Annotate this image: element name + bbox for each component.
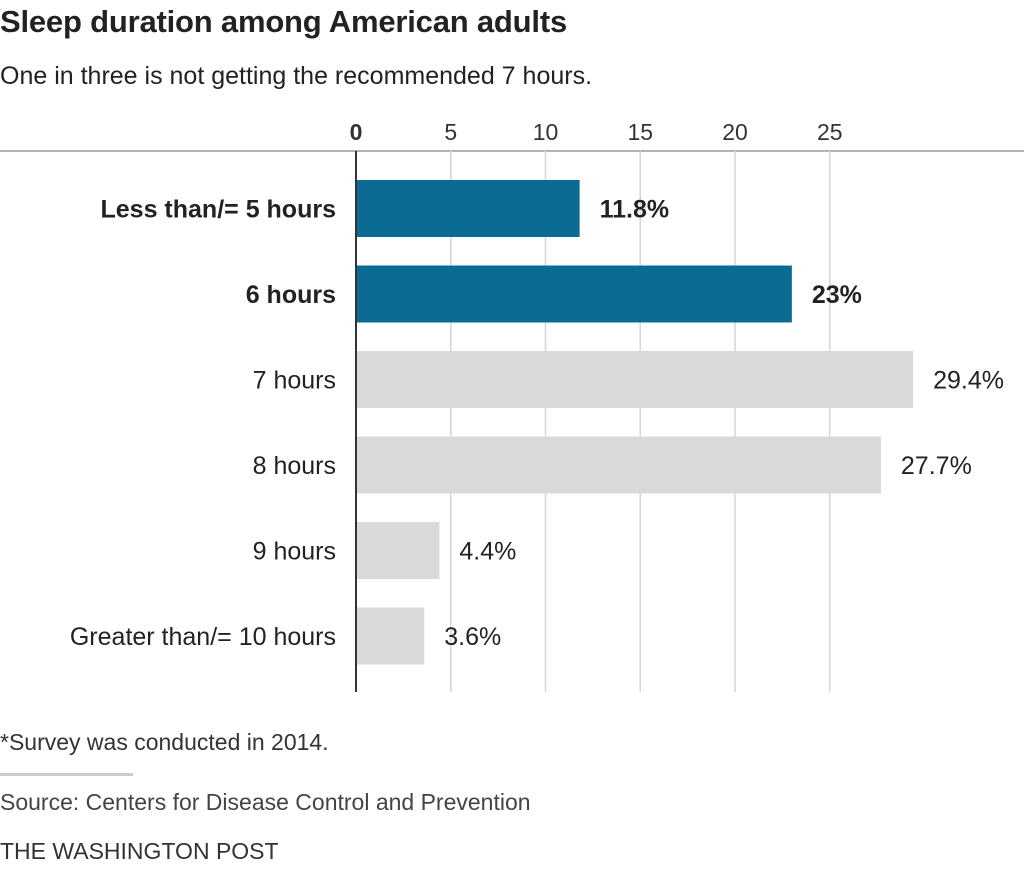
value-labels: 11.8% 23% 29.4% 27.7% 4.4% 3.6% — [444, 196, 1004, 652]
tick-label: 15 — [627, 119, 653, 145]
category-label: Greater than/= 10 hours — [70, 623, 336, 651]
value-label: 3.6% — [444, 623, 501, 651]
publisher-credit: THE WASHINGTON POST — [0, 838, 279, 864]
category-label: 9 hours — [253, 538, 336, 566]
tick-label: 0 — [350, 119, 363, 145]
category-label: 7 hours — [253, 367, 336, 395]
bar-chart: Less than/= 5 hours 6 hours 7 hours 8 hours… — [0, 119, 1024, 692]
category-label: 6 hours — [246, 281, 336, 309]
bar — [356, 607, 425, 665]
value-label: 27.7% — [901, 452, 972, 480]
value-label: 23% — [812, 281, 862, 309]
tick-label: 5 — [444, 119, 457, 145]
tick-label: 25 — [817, 119, 843, 145]
chart-subtitle: One in three is not getting the recommen… — [0, 62, 593, 90]
footnote: *Survey was conducted in 2014. — [0, 729, 329, 755]
bar — [356, 522, 440, 579]
category-label: 8 hours — [253, 452, 336, 480]
bar — [356, 265, 792, 323]
source-line: Source: Centers for Disease Control and … — [0, 789, 531, 815]
category-label: Less than/= 5 hours — [101, 196, 337, 224]
x-axis-ticks: 0 5 10 15 20 25 — [350, 119, 843, 692]
value-label: 29.4% — [933, 367, 1004, 395]
value-label: 11.8% — [600, 196, 670, 224]
value-label: 4.4% — [459, 538, 516, 566]
gridlines — [0, 150, 1024, 692]
tick-label: 20 — [722, 119, 748, 145]
category-labels: Less than/= 5 hours 6 hours 7 hours 8 hours… — [70, 196, 336, 652]
tick-label: 10 — [533, 119, 559, 145]
bar — [356, 436, 881, 494]
chart-title: Sleep duration among American adults — [0, 4, 567, 39]
bars — [356, 180, 914, 665]
footer-divider — [0, 773, 133, 776]
bar — [356, 351, 914, 408]
bar — [356, 180, 580, 237]
